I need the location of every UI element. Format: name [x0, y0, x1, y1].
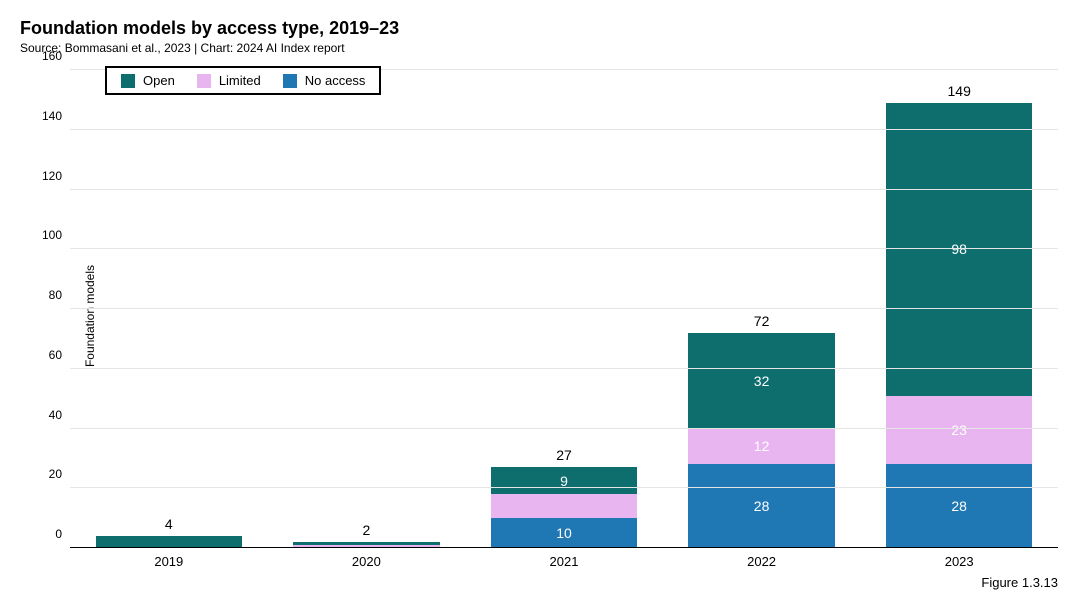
bar-segment-open: 9 — [491, 467, 637, 494]
gridline — [70, 129, 1058, 130]
bar-slot: 279102021 — [465, 70, 663, 548]
y-tick-label: 0 — [55, 527, 70, 541]
x-tick-label: 2020 — [352, 548, 381, 569]
bar-total-label: 72 — [754, 313, 770, 333]
bar-stack: 72321228 — [688, 333, 834, 548]
y-tick-label: 60 — [49, 348, 70, 362]
bar-total-label: 27 — [556, 447, 572, 467]
gridline — [70, 428, 1058, 429]
bar-segment-no_access: 10 — [491, 518, 637, 548]
bar-slot: 42019 — [70, 70, 268, 548]
gridline — [70, 368, 1058, 369]
bar-stack: 149982328 — [886, 103, 1032, 548]
bar-segment-label: 98 — [951, 241, 967, 257]
bar-slot: 22020 — [268, 70, 466, 548]
legend-item-limited: Limited — [197, 73, 261, 88]
legend-item-no_access: No access — [283, 73, 366, 88]
chart-title: Foundation models by access type, 2019–2… — [20, 18, 1058, 39]
x-tick-label: 2023 — [945, 548, 974, 569]
bar-segment-limited: 23 — [886, 396, 1032, 465]
y-tick-label: 100 — [42, 228, 70, 242]
legend: Open Limited No access — [105, 66, 381, 95]
legend-label: Open — [143, 73, 175, 88]
bar-slot: 723212282022 — [663, 70, 861, 548]
plot-region: Open Limited No access 4201922020279102021… — [70, 70, 1058, 548]
bar-segment-limited — [491, 494, 637, 518]
legend-swatch — [197, 74, 211, 88]
y-tick-label: 80 — [49, 288, 70, 302]
bar-slot: 1499823282023 — [860, 70, 1058, 548]
gridline — [70, 487, 1058, 488]
bar-segment-limited: 12 — [688, 429, 834, 465]
x-tick-label: 2019 — [154, 548, 183, 569]
x-tick-label: 2022 — [747, 548, 776, 569]
y-tick-label: 20 — [49, 467, 70, 481]
bar-segment-label: 28 — [951, 498, 967, 514]
bar-stack: 27910 — [491, 467, 637, 548]
legend-swatch — [283, 74, 297, 88]
bar-segment-open: 98 — [886, 103, 1032, 396]
chart-area: Foundation models OpenLimitedNo access 4… — [70, 70, 1058, 548]
bar-segment-open: 32 — [688, 333, 834, 429]
bar-total-label: 2 — [362, 522, 370, 542]
y-tick-label: 40 — [49, 408, 70, 422]
bar-segment-label: 32 — [754, 373, 770, 389]
gridline — [70, 189, 1058, 190]
figure-label: Figure 1.3.13 — [981, 575, 1058, 590]
chart-subtitle: Source: Bommasani et al., 2023 | Chart: … — [20, 41, 1058, 55]
x-tick-label: 2021 — [550, 548, 579, 569]
legend-label: Limited — [219, 73, 261, 88]
bar-total-label: 4 — [165, 516, 173, 536]
bar-segment-no_access: 28 — [886, 464, 1032, 548]
bars-container: 4201922020279102021723212282022149982328… — [70, 70, 1058, 548]
y-tick-label: 160 — [42, 49, 70, 63]
bar-segment-no_access: 28 — [688, 464, 834, 548]
bar-segment-label: 23 — [951, 422, 967, 438]
bar-segment-label: 10 — [556, 525, 572, 541]
y-tick-label: 120 — [42, 169, 70, 183]
legend-item-open: Open — [121, 73, 175, 88]
legend-swatch — [121, 74, 135, 88]
x-axis-line — [70, 547, 1058, 548]
bar-segment-label: 28 — [754, 498, 770, 514]
bar-total-label: 149 — [947, 83, 970, 103]
y-tick-label: 140 — [42, 109, 70, 123]
gridline — [70, 248, 1058, 249]
legend-label: No access — [305, 73, 366, 88]
gridline — [70, 308, 1058, 309]
bar-segment-label: 12 — [754, 438, 770, 454]
